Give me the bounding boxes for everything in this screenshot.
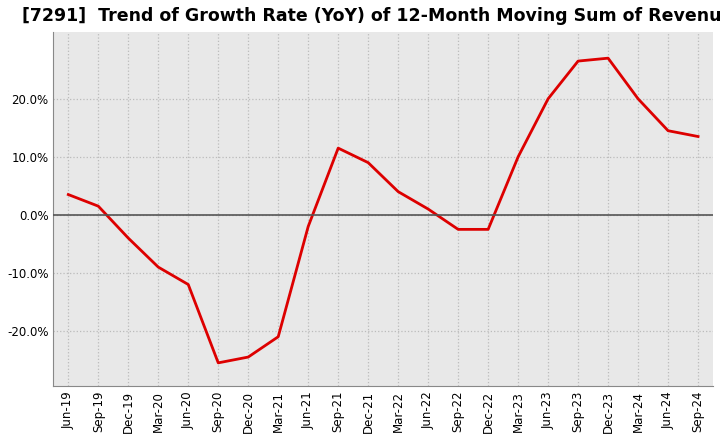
Title: [7291]  Trend of Growth Rate (YoY) of 12-Month Moving Sum of Revenues: [7291] Trend of Growth Rate (YoY) of 12-… xyxy=(22,7,720,25)
